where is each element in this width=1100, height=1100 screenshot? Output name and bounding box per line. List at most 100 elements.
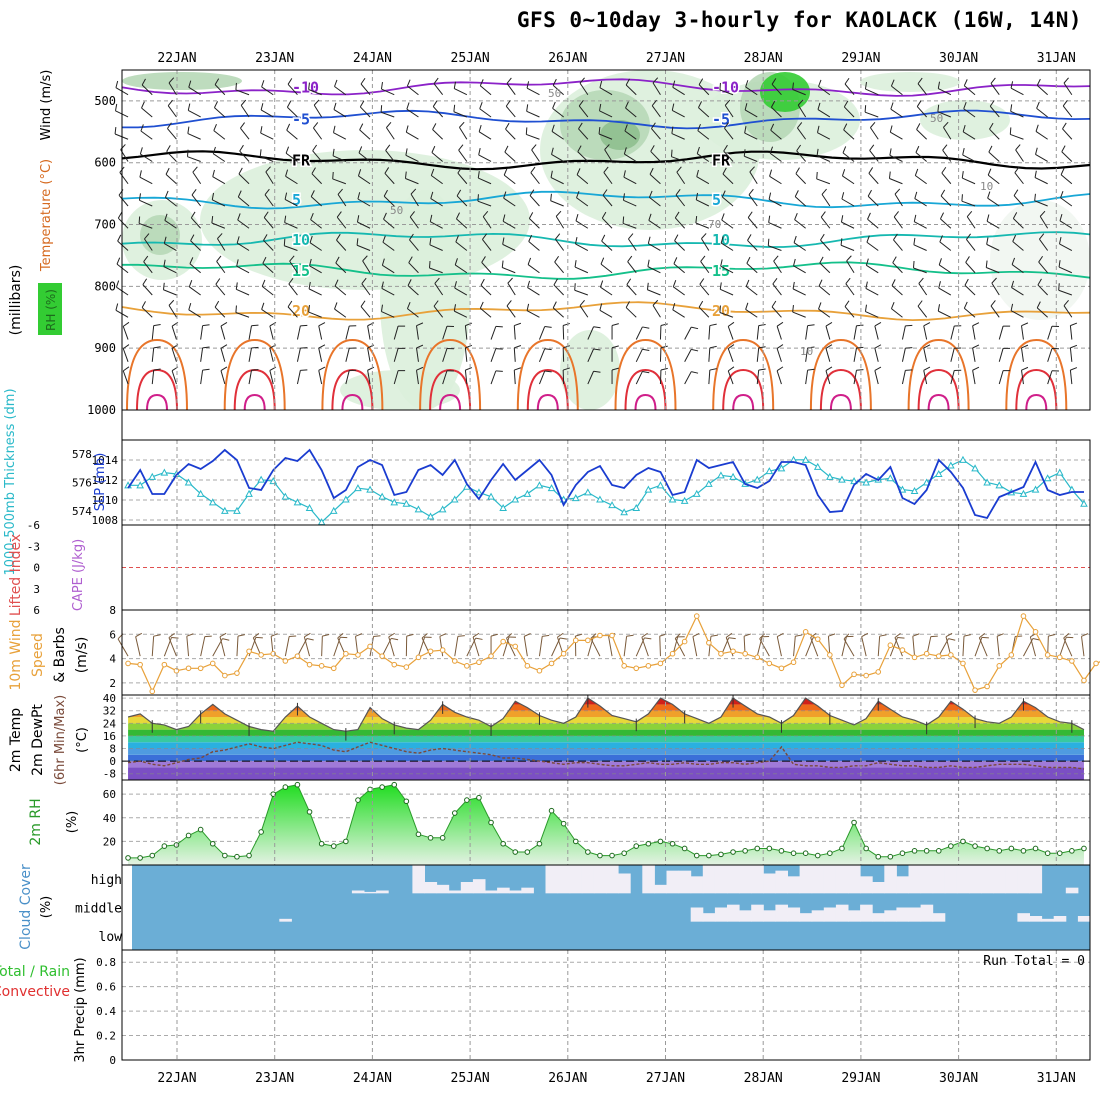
upper-wind-barb-flag [649,167,654,175]
upper-wind-barb [318,347,323,362]
surface-wind-barb-flag [388,632,395,638]
rh-point [222,852,228,859]
wind-tick-label: 4 [109,653,116,666]
upper-wind-barb [719,312,734,318]
upper-wind-barb-flag [1014,166,1020,174]
upper-wind-barb-flag [962,124,966,132]
cloud-cell [606,865,619,894]
wind10m-ylabel-4: (m/s) [74,637,90,674]
upper-wind-barb [122,326,129,340]
upper-wind-barb-flag [454,281,457,289]
upper-wind-barb-flag [406,79,411,87]
upper-wind-barb-flag [1063,77,1069,84]
precip-tick-label: 0.4 [96,1005,116,1018]
upper-wind-barb-flag [465,367,473,371]
upper-wind-barb [1021,325,1024,340]
upper-wind-barb [745,309,758,318]
upper-wind-barb-flag [912,260,915,269]
upper-wind-barb [464,325,468,340]
surface-wind-barb [962,636,965,657]
rh-point [960,838,966,845]
upper-wind-barb-flag [213,101,219,108]
upper-wind-barb-flag [598,103,602,111]
upper-wind-barb-flag [544,370,552,373]
thickness-point [329,506,338,514]
upper-wind-barb-flag [797,122,803,129]
upper-wind-barb [220,348,226,362]
thickness-point [910,486,919,494]
upper-wind-barb [746,263,758,274]
upper-wind-barb-flag [1070,367,1078,371]
upper-wind-barb-flag [856,369,864,371]
upper-wind-barb-flag [505,100,511,107]
upper-wind-barb [672,309,685,318]
upper-wind-barb [962,131,976,140]
upper-wind-barb [818,86,831,96]
upper-wind-barb-flag [988,145,993,153]
warm-contour [419,338,482,411]
upper-wind-barb-flag [841,169,846,177]
upper-wind-barb-flag [986,214,990,222]
upper-wind-barb [699,283,710,296]
upper-wind-barb [188,86,201,96]
wind-speed-point [1044,652,1051,658]
upper-wind-barb-flag [406,301,411,309]
upper-wind-barb [454,310,468,318]
upper-wind-barb [310,219,322,229]
upper-wind-barb [1010,87,1024,96]
run-total: Run Total = 0 [983,954,1085,969]
cloud-cell [1053,916,1067,922]
upper-wind-barb-flag [453,81,457,89]
surface-wind-barb-flag [728,637,736,640]
upper-wind-barb [505,105,516,118]
upper-wind-barb [649,196,661,207]
rh-point [572,838,579,845]
upper-wind-barb [870,127,879,140]
upper-wind-barb [405,154,419,162]
upper-wind-barb [171,348,177,362]
upper-wind-barb-flag [758,368,766,371]
upper-wind-barb [458,149,468,162]
upper-wind-barb-flag [626,278,632,285]
upper-wind-barb [1010,110,1024,118]
upper-wind-barb [989,128,1000,140]
surface-wind-barb-flag [253,632,260,639]
cloud-cell [763,910,776,922]
thickness-point [934,469,943,477]
upper-wind-barb-flag [163,259,166,267]
rh-point [693,852,700,859]
upper-wind-barb-flag [409,233,414,241]
upper-wind-barb-flag [263,234,268,241]
upper-wind-barb [890,131,903,140]
wind-speed-point [923,650,930,657]
upper-wind-barb-flag [308,281,311,289]
upper-wind-barb [236,288,250,296]
upper-wind-barb-flag [453,304,457,312]
upper-wind-barb [333,109,347,118]
upper-wind-barb [840,244,855,251]
upper-wind-barb [393,325,399,340]
lifted-ylabel: Lifted Index [8,534,24,616]
wind-speed-point [899,647,906,653]
upper-wind-barb [1039,216,1049,229]
thickness-point [354,484,362,492]
upper-wind-barb-flag [289,255,295,262]
precip-legend-convective: Convective [0,984,70,1000]
dewpoint-line [128,741,1085,770]
surface-wind-barb [996,636,1000,657]
upper-wind-barb [359,106,371,118]
upper-wind-barb-flag [918,277,924,284]
upper-wind-barb [652,82,661,95]
rh-point [839,845,845,852]
surface-wind-barb-flag [1048,634,1056,637]
upper-wind-barb [820,239,831,251]
upper-wind-barb-flag [263,211,269,218]
upper-wind-barb [625,307,637,318]
upper-wind-barb [913,267,927,274]
upper-wind-barb [842,152,855,162]
upper-wind-barb [599,110,613,118]
upper-wind-barb [334,308,347,318]
surface-wind-barb-flag [306,637,314,641]
cloud-cell [896,907,909,922]
